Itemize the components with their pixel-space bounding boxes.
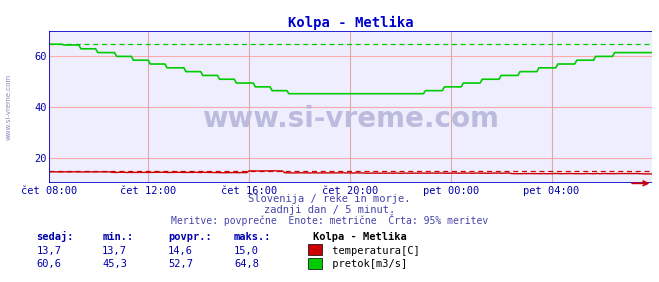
Text: Slovenija / reke in morje.: Slovenija / reke in morje. [248,194,411,204]
Text: 13,7: 13,7 [36,246,61,256]
Text: 15,0: 15,0 [234,246,259,256]
Text: 64,8: 64,8 [234,259,259,269]
Text: 45,3: 45,3 [102,259,127,269]
Text: Kolpa - Metlika: Kolpa - Metlika [313,232,407,242]
Text: zadnji dan / 5 minut.: zadnji dan / 5 minut. [264,205,395,215]
Text: www.si-vreme.com: www.si-vreme.com [5,74,11,140]
Text: 52,7: 52,7 [168,259,193,269]
Text: min.:: min.: [102,232,133,242]
Text: 14,6: 14,6 [168,246,193,256]
Text: temperatura[C]: temperatura[C] [326,246,419,256]
Text: 13,7: 13,7 [102,246,127,256]
Text: Meritve: povprečne  Enote: metrične  Črta: 95% meritev: Meritve: povprečne Enote: metrične Črta:… [171,214,488,226]
Title: Kolpa - Metlika: Kolpa - Metlika [288,16,414,30]
Text: 60,6: 60,6 [36,259,61,269]
Text: sedaj:: sedaj: [36,231,74,242]
Text: pretok[m3/s]: pretok[m3/s] [326,259,407,269]
Text: www.si-vreme.com: www.si-vreme.com [202,105,500,133]
Text: povpr.:: povpr.: [168,232,212,242]
Text: maks.:: maks.: [234,232,272,242]
